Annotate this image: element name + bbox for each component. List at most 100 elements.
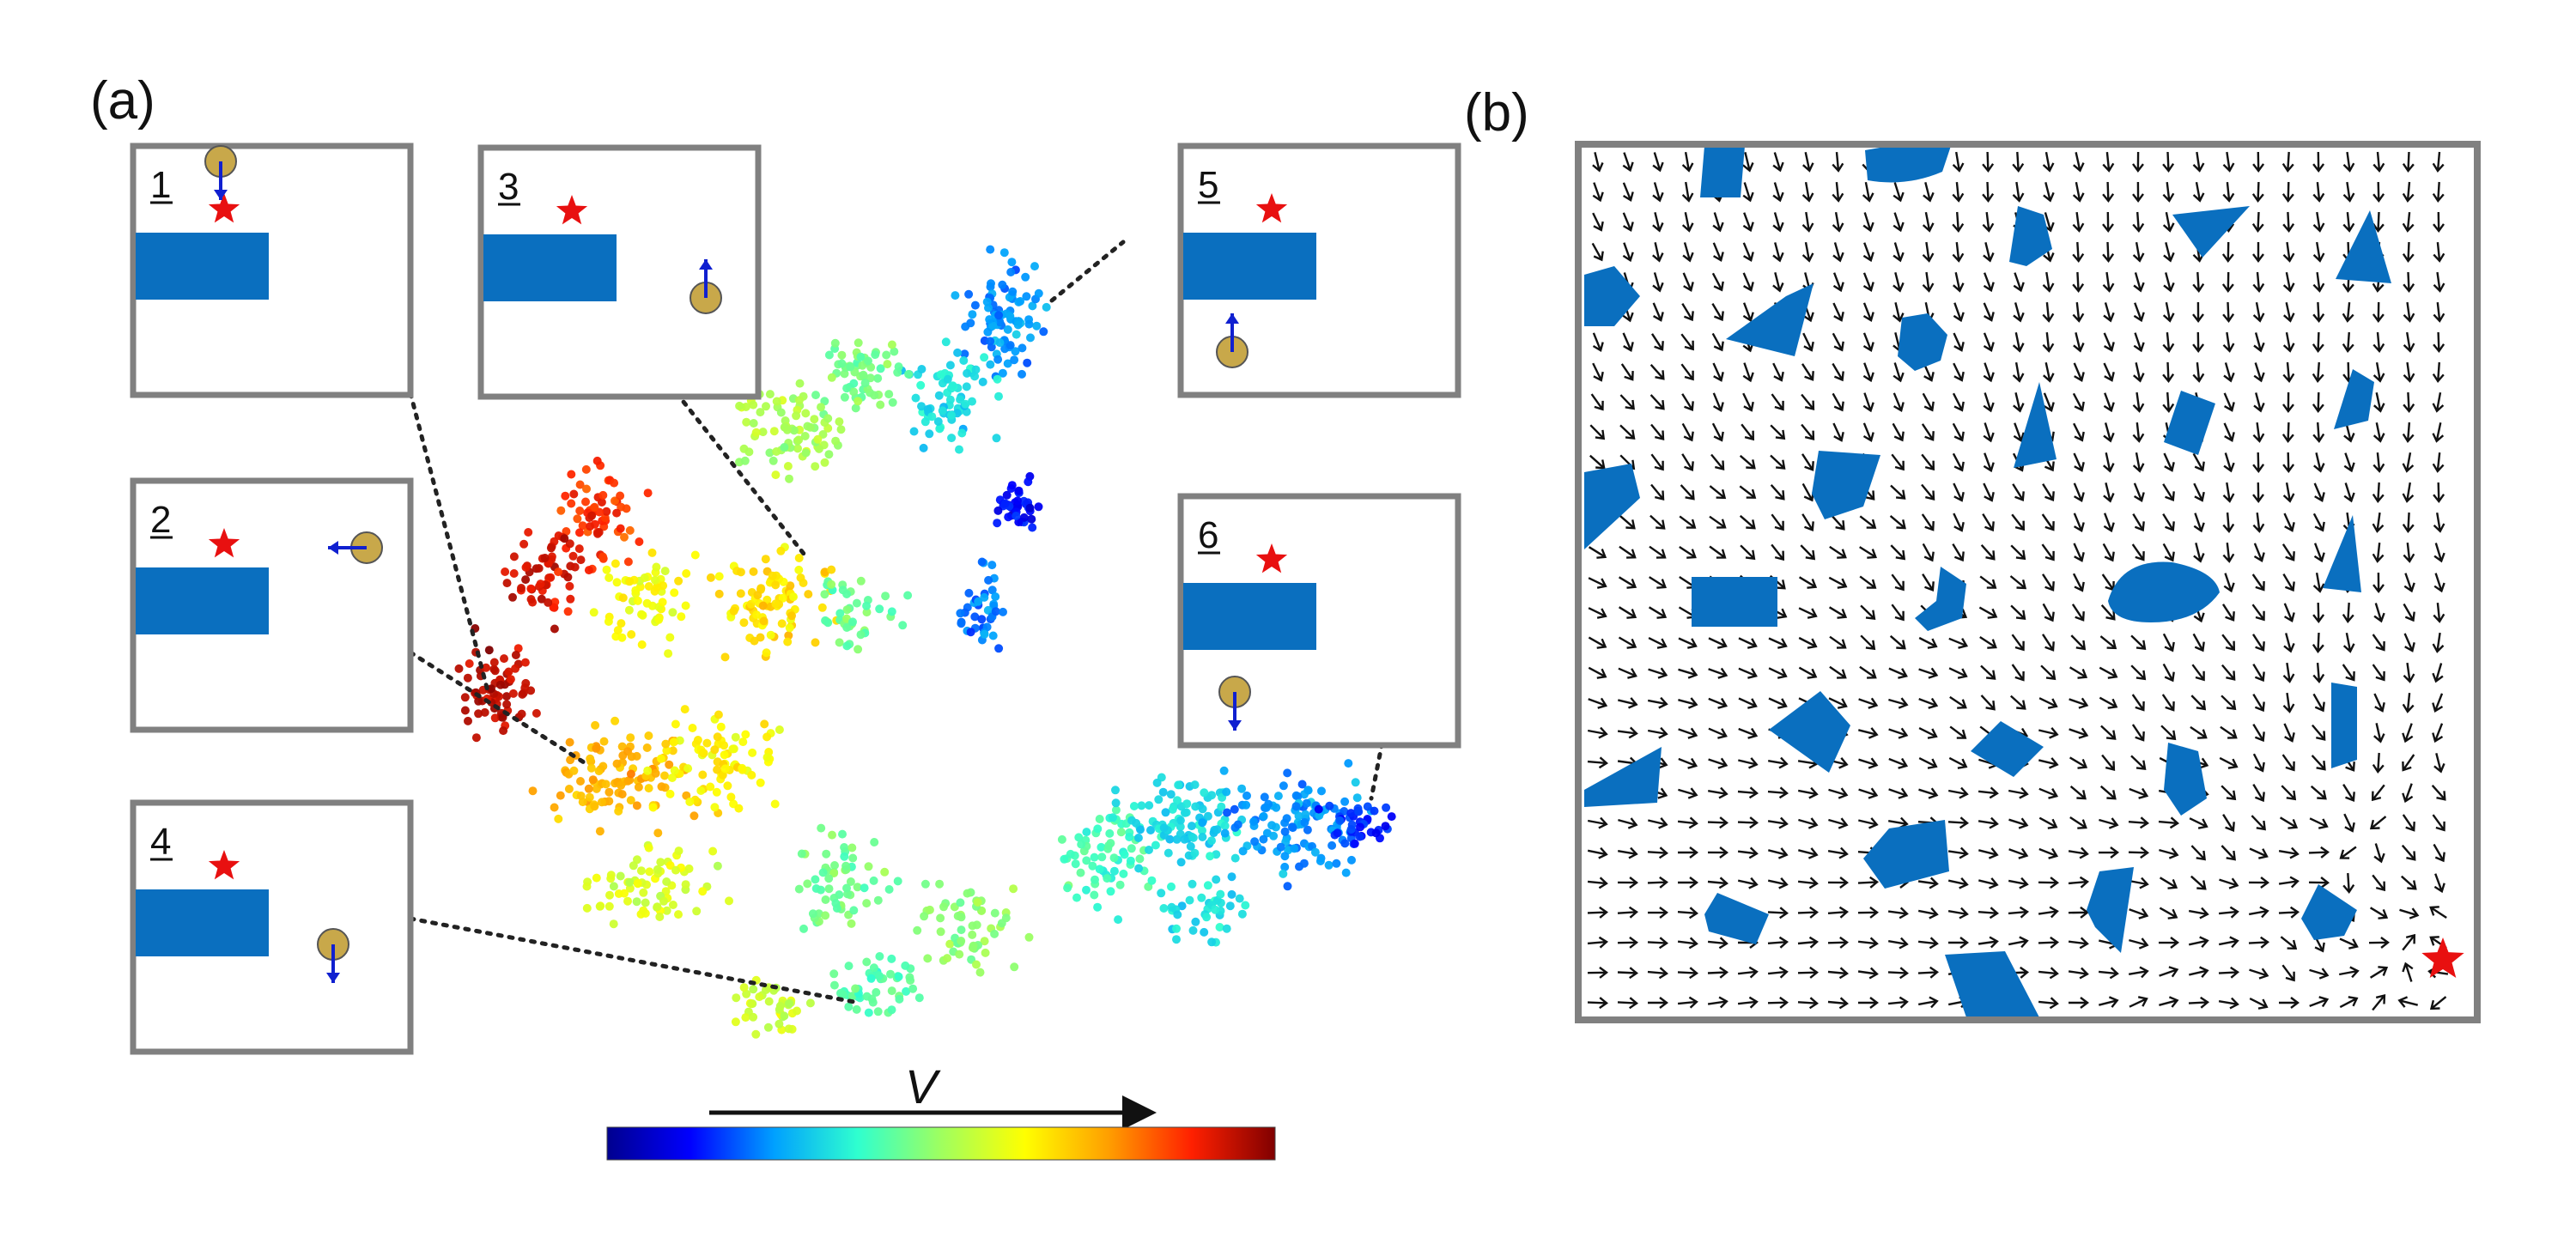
field-arrow <box>2042 603 2055 622</box>
scatter-point <box>835 609 845 618</box>
field-arrow <box>2372 874 2386 892</box>
field-arrow <box>2129 966 2149 979</box>
scatter-point <box>775 1019 784 1028</box>
scatter-point <box>735 401 744 410</box>
scatter-point <box>820 590 829 599</box>
scatter-point <box>575 507 585 515</box>
scatter-point <box>1302 798 1311 808</box>
scatter-point <box>1200 927 1209 937</box>
scatter-point <box>634 782 643 792</box>
scatter-point <box>923 954 933 963</box>
scatter-point <box>981 948 990 957</box>
field-arrow <box>1681 422 1694 442</box>
field-arrow <box>2222 331 2235 353</box>
field-arrow <box>1682 272 1694 292</box>
scatter-point <box>1091 875 1099 884</box>
field-arrow <box>1829 545 1847 559</box>
scatter-point <box>682 791 691 800</box>
field-arrow <box>2433 482 2445 503</box>
scatter-point <box>586 522 595 531</box>
scatter-point <box>842 641 852 651</box>
field-arrow <box>1893 212 1905 233</box>
scatter-point <box>911 393 920 403</box>
field-arrow <box>2011 634 2025 652</box>
field-arrow <box>1737 877 1759 889</box>
scatter-point <box>1188 833 1198 842</box>
scatter-point <box>544 598 553 607</box>
field-arrow <box>2278 906 2300 919</box>
field-arrow <box>2371 784 2385 802</box>
scatter-point <box>1202 913 1212 922</box>
field-arrow <box>1827 997 1849 1010</box>
scatter-point <box>601 780 611 789</box>
field-arrow <box>1648 637 1668 649</box>
field-arrow <box>2072 392 2085 412</box>
field-arrow <box>2161 694 2175 712</box>
scatter-point <box>731 732 740 742</box>
field-arrow <box>2433 241 2445 263</box>
scatter-point <box>917 365 927 373</box>
scatter-point <box>605 890 614 900</box>
obstacle-shape <box>2301 884 2357 940</box>
field-arrow <box>2312 632 2324 653</box>
scatter-point <box>993 519 1002 528</box>
scatter-point <box>999 607 1007 616</box>
field-arrow <box>2278 876 2300 889</box>
scatter-point <box>951 291 960 300</box>
scatter-point <box>945 395 955 404</box>
scatter-point <box>993 506 1003 515</box>
field-arrow <box>2342 872 2355 894</box>
field-arrow <box>2433 331 2445 353</box>
field-arrow <box>2372 211 2385 233</box>
scatter-point <box>609 919 618 929</box>
scatter-point <box>504 667 513 677</box>
scatter-point <box>803 422 812 431</box>
scatter-point <box>690 550 700 560</box>
scatter-point <box>777 619 787 628</box>
scatter-point <box>794 884 804 894</box>
field-arrow <box>2429 996 2447 1010</box>
scatter-point <box>749 985 758 994</box>
scatter-point <box>768 571 777 580</box>
field-arrow <box>2312 572 2325 593</box>
scatter-point <box>959 356 969 365</box>
scatter-point <box>752 610 762 620</box>
field-arrow <box>1742 212 1754 233</box>
field-arrow <box>2368 937 2390 949</box>
field-arrow <box>2133 362 2145 383</box>
obstacle-shape <box>1915 567 1966 631</box>
field-arrow <box>2281 964 2295 982</box>
scatter-point <box>1216 889 1225 899</box>
scatter-point <box>1241 901 1250 910</box>
scatter-point <box>1009 884 1018 894</box>
scatter-point <box>762 753 772 762</box>
field-arrow <box>2432 663 2444 683</box>
scatter-point <box>941 337 951 347</box>
field-arrow <box>2402 692 2415 713</box>
field-arrow <box>2072 301 2085 323</box>
field-arrow <box>2128 877 2149 889</box>
scatter-point <box>1137 801 1146 810</box>
scatter-point <box>862 957 872 967</box>
field-arrow <box>2372 361 2385 383</box>
field-arrow <box>1648 997 1668 1009</box>
field-arrow <box>2132 513 2145 532</box>
scatter-point <box>690 811 699 821</box>
field-arrow <box>2222 512 2235 534</box>
field-arrow <box>1983 392 1995 413</box>
scatter-point <box>764 997 774 1006</box>
scatter-point <box>1294 811 1303 821</box>
field-arrow <box>2069 997 2089 1009</box>
field-arrow <box>2342 784 2355 802</box>
field-arrow <box>2402 754 2415 772</box>
scatter-point <box>671 865 680 875</box>
field-arrow <box>2252 422 2265 443</box>
field-arrow <box>1711 422 1724 442</box>
scatter-point <box>794 435 804 445</box>
field-arrow <box>2008 936 2029 949</box>
field-arrow <box>2101 754 2116 772</box>
scatter-point <box>1344 759 1353 768</box>
field-arrow <box>2102 543 2115 562</box>
field-arrow <box>2188 936 2209 948</box>
field-arrow <box>1678 757 1698 769</box>
